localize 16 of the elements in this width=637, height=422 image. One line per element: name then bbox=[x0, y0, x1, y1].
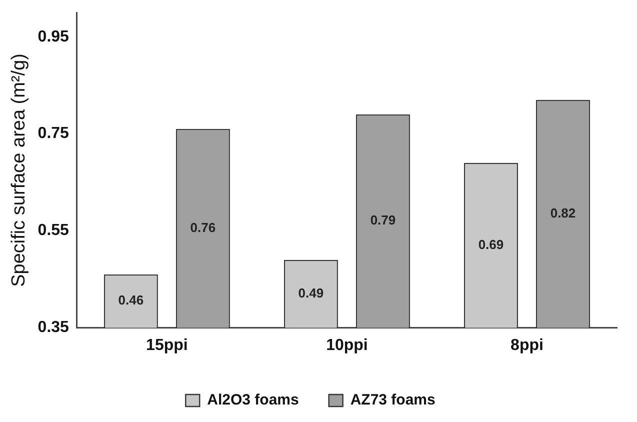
data-label: 0.49 bbox=[298, 285, 324, 300]
legend-label: Al2O3 foams bbox=[207, 392, 299, 409]
x-tick-label: 15ppi bbox=[146, 336, 188, 354]
y-tick-label: 0.75 bbox=[38, 125, 70, 142]
y-tick-label: 0.55 bbox=[38, 222, 70, 240]
y-tick-label: 0.35 bbox=[38, 319, 70, 336]
x-tick-label: 10ppi bbox=[326, 336, 368, 354]
y-tick-label: 0.95 bbox=[38, 28, 70, 46]
x-tick-label: 8ppi bbox=[510, 336, 544, 354]
y-axis-title: Specific surface area (m²/g) bbox=[8, 54, 30, 287]
legend-label: AZ73 foams bbox=[350, 392, 436, 409]
data-label: 0.76 bbox=[190, 220, 216, 235]
data-label: 0.69 bbox=[478, 236, 504, 252]
data-label: 0.82 bbox=[550, 205, 576, 220]
data-label: 0.46 bbox=[118, 292, 144, 308]
data-label: 0.79 bbox=[370, 212, 396, 228]
